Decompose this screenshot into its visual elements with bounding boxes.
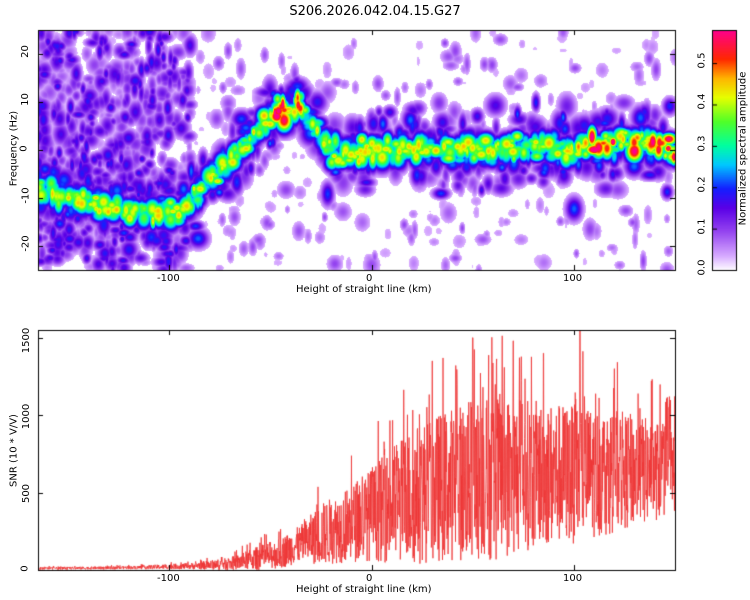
- snr-ytick-1000: 1000: [21, 403, 33, 430]
- snr-xtick-0: 0: [366, 573, 373, 584]
- colorbar-tick-5: 0.5: [696, 52, 708, 69]
- spectrogram-ytick-neg20: -20: [20, 235, 32, 252]
- chart-title: S206.2026.042.04.15.G27: [289, 4, 461, 19]
- spectrogram-ytick-neg10: -10: [20, 187, 32, 204]
- colorbar-tick-3: 0.3: [696, 135, 708, 152]
- snr-ytick-0: 0: [19, 565, 31, 572]
- spectrogram-xtick-neg100: -100: [157, 273, 180, 284]
- snr-xtick-100: 100: [563, 573, 583, 584]
- spectrogram-ytick-10: 10: [19, 93, 31, 106]
- spectrogram-xtick-100: 100: [563, 273, 583, 284]
- colorbar-label: Normalized spectral amplitude: [737, 71, 749, 226]
- spectrogram-xlabel: Height of straight line (km): [296, 284, 432, 295]
- colorbar-tick-1: 0.1: [696, 218, 708, 235]
- colorbar-tick-4: 0.4: [696, 93, 708, 110]
- spectrogram-xtick-0: 0: [366, 273, 373, 284]
- spectrogram-ytick-0: 0: [18, 145, 30, 152]
- colorbar-tick-2: 0.2: [696, 176, 708, 193]
- spectrogram-ytick-20: 20: [19, 45, 31, 58]
- colorbar-tick-0: 0.0: [696, 259, 708, 276]
- snr-ytick-1500: 1500: [21, 327, 33, 354]
- snr-ylabel: SNR (10 * V/V): [8, 414, 20, 487]
- snr-xlabel: Height of straight line (km): [296, 584, 432, 595]
- snr-xtick-neg100: -100: [157, 573, 180, 584]
- snr-ytick-500: 500: [21, 483, 33, 504]
